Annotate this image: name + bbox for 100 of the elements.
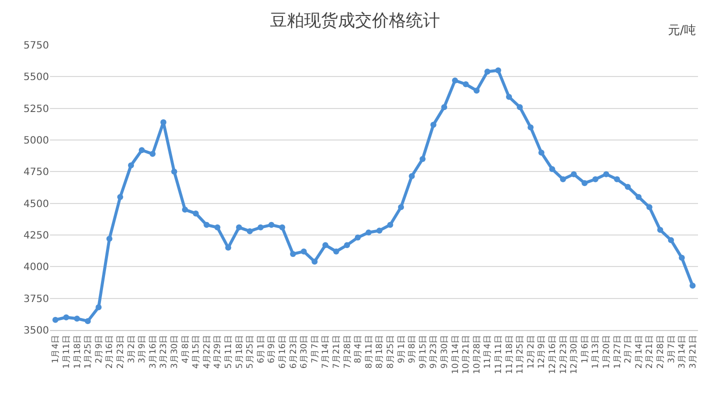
point <box>290 251 296 257</box>
point <box>538 150 544 156</box>
x-tick-label: 9月1日 <box>396 334 407 364</box>
x-tick-label: 7月7日 <box>310 334 320 364</box>
x-tick-label: 8月4日 <box>354 334 364 364</box>
x-tick-label: 10月14日 <box>450 334 461 374</box>
point <box>624 184 631 190</box>
point <box>484 68 490 75</box>
x-tick-label: 2月23日 <box>116 334 126 369</box>
point <box>333 248 340 254</box>
point <box>408 173 415 180</box>
y-tick-label: 5000 <box>24 136 49 146</box>
point <box>74 316 80 322</box>
point <box>452 77 458 84</box>
point <box>646 204 652 210</box>
x-tick-label: 1月20日 <box>602 334 612 369</box>
x-tick-label: 5月11日 <box>224 334 234 369</box>
x-tick-label: 5月25日 <box>246 334 256 369</box>
x-tick-label: 9月23日 <box>429 334 440 369</box>
point <box>192 210 199 216</box>
point <box>398 204 404 210</box>
y-tick-label: 4000 <box>24 262 49 274</box>
x-tick-label: 12月23日 <box>558 334 569 374</box>
point <box>528 124 534 130</box>
x-tick-label: 6月23日 <box>288 334 299 369</box>
point <box>322 242 328 248</box>
point <box>678 254 685 261</box>
y-tick-label: 4500 <box>24 198 49 210</box>
point <box>63 314 70 320</box>
x-tick-label: 1月27日 <box>612 334 623 369</box>
x-tick-label: 12月2日 <box>526 334 536 369</box>
x-tick-label: 12月30日 <box>570 334 580 374</box>
point <box>582 180 588 186</box>
x-tick-label: 1月25日 <box>84 334 94 369</box>
x-tick-label: 3月14日 <box>678 334 688 369</box>
point <box>603 171 610 178</box>
y-tick-label: 5750 <box>24 40 49 52</box>
point <box>592 176 598 182</box>
point <box>474 88 480 94</box>
x-tick-label: 2月21日 <box>645 334 656 369</box>
x-tick-label: 4月8日 <box>180 334 191 364</box>
point <box>246 228 253 234</box>
y-tick-label: 5500 <box>24 72 49 84</box>
x-tick-label: 11月18日 <box>504 334 515 374</box>
x-tick-label: 10月21日 <box>462 334 472 374</box>
point <box>52 316 58 323</box>
point <box>690 282 696 289</box>
point <box>516 104 523 110</box>
point <box>430 122 436 128</box>
point <box>138 147 145 154</box>
x-tick-label: 6月9日 <box>267 334 278 364</box>
x-tick-label: 11月4日 <box>483 334 494 369</box>
point <box>312 258 318 265</box>
point <box>268 222 274 228</box>
point <box>549 166 556 172</box>
x-tick-label: 8月11日 <box>364 334 374 369</box>
point <box>560 176 566 182</box>
point <box>462 81 469 88</box>
point <box>117 194 124 200</box>
x-tick-label: 3月2日 <box>126 334 137 364</box>
y-axis-title: 元/吨 <box>668 23 696 37</box>
point <box>636 194 642 200</box>
x-tick-label: 1月18日 <box>72 334 83 369</box>
point <box>106 236 112 242</box>
x-tick-label: 1月11日 <box>62 334 72 369</box>
point <box>84 318 91 324</box>
point <box>668 237 674 244</box>
point <box>344 242 350 248</box>
x-tick-label: 8月25日 <box>386 334 396 369</box>
x-tick-label: 2月14日 <box>634 334 644 369</box>
x-tick-label: 4月22日 <box>202 334 212 369</box>
x-tick-label: 12月16日 <box>548 334 558 374</box>
x-tick-label: 6月1日 <box>256 334 266 364</box>
y-tick-label: 4750 <box>24 167 49 178</box>
x-tick-label: 8月18日 <box>375 334 386 369</box>
x-tick-label: 6月16日 <box>278 334 288 369</box>
x-tick-label: 5月18日 <box>234 334 245 369</box>
x-tick-label: 3月7日 <box>666 334 677 364</box>
point <box>128 162 134 168</box>
x-tick-label: 3月23日 <box>159 334 170 369</box>
x-tick-label: 1月4日 <box>51 334 62 364</box>
x-tick-label: 3月21日 <box>688 334 698 369</box>
x-tick-label: 1月6日 <box>580 334 590 364</box>
x-tick-label: 7月21日 <box>332 334 342 369</box>
y-tick-label: 3500 <box>24 326 49 336</box>
point <box>214 224 220 230</box>
x-tick-label: 9月30日 <box>440 334 450 369</box>
x-tick-label: 11月25日 <box>516 334 526 374</box>
x-tick-label: 3月30日 <box>170 334 180 369</box>
point <box>495 67 502 74</box>
point <box>258 224 264 230</box>
point <box>441 104 448 110</box>
x-tick-label: 2月28日 <box>656 334 666 369</box>
point <box>236 224 242 230</box>
x-tick-label: 4月15日 <box>192 334 202 369</box>
point <box>657 226 664 233</box>
y-tick-label: 3750 <box>24 294 49 305</box>
point <box>614 176 620 182</box>
point <box>354 234 361 241</box>
point <box>171 168 178 175</box>
